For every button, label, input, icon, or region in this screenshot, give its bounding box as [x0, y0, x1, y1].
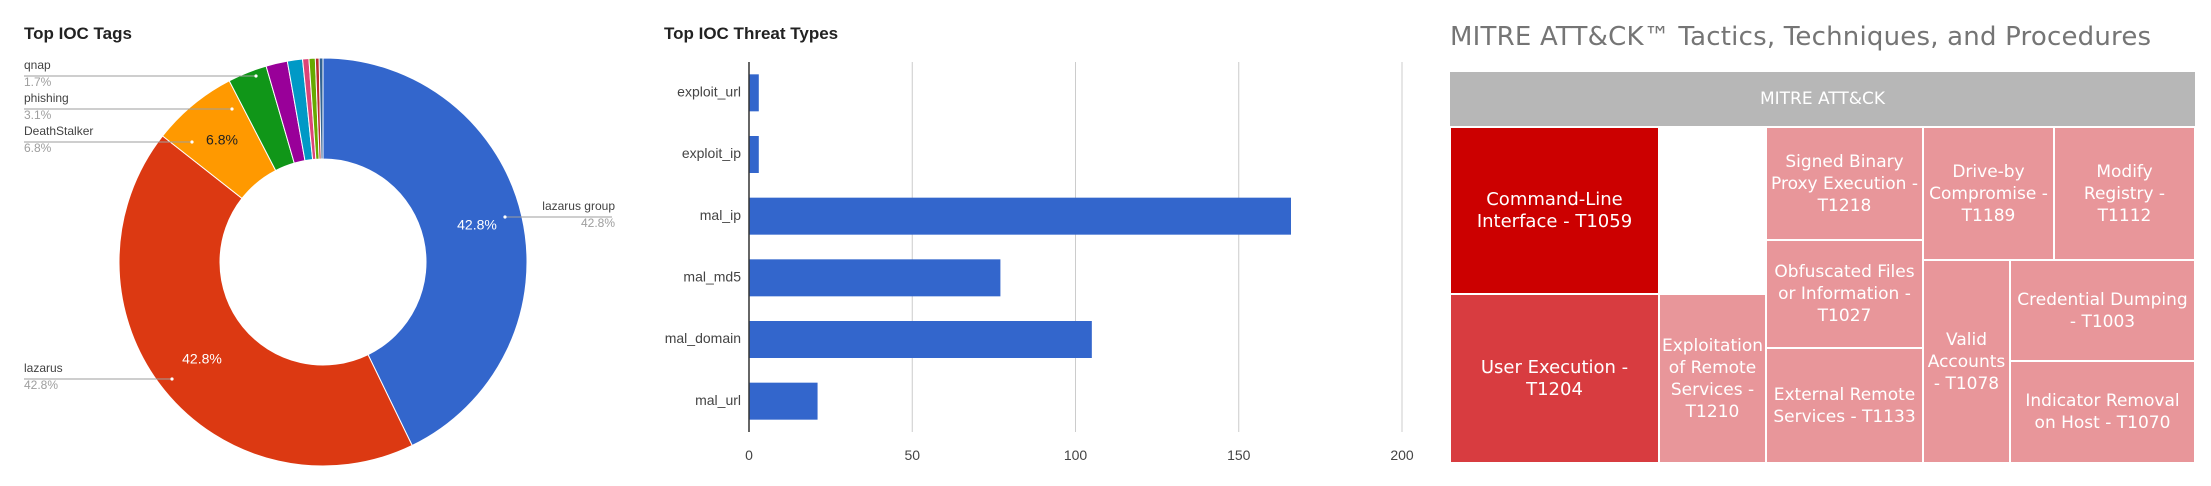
bar-chart: 0 50 100 150 200 exploit_url exploit_ip mal_ipm…: [665, 62, 1414, 463]
treemap-cell-label: Signed Binary Proxy Execution - T1218: [1771, 151, 1918, 216]
treemap-cell-t1070[interactable]: Indicator Removal on Host - T1070: [2010, 361, 2195, 463]
treemap-cell-t1204[interactable]: User Execution - T1204: [1450, 294, 1659, 463]
treemap-cell-t1133[interactable]: External Remote Services - T1133: [1766, 348, 1923, 463]
donut-slice-value-label: 42.8%: [457, 217, 497, 233]
bar-mal_ip[interactable]: [749, 197, 1291, 235]
mitre-attack-panel: MITRE ATT&CK™ Tactics, Techniques, and P…: [1440, 0, 2211, 486]
treemap-cell-t1112[interactable]: Modify Registry - T1112: [2054, 127, 2195, 260]
donut-slice[interactable]: [118, 135, 413, 467]
treemap-cell-t1078[interactable]: Valid Accounts - T1078: [1923, 260, 2010, 463]
donut-legend-label: qnap: [24, 58, 51, 72]
donut-legend-percent: 42.8%: [24, 378, 58, 392]
donut-leader-dot: [503, 215, 507, 219]
mitre-treemap-header[interactable]: MITRE ATT&CK: [1450, 72, 2195, 126]
bar-chart-title: Top IOC Threat Types: [664, 24, 839, 43]
top-ioc-threat-types-panel: Top IOC Threat Types 0 50 100 150 200 exploit…: [650, 0, 1440, 486]
bar-mal_url[interactable]: [749, 382, 818, 420]
bar-x-tick-label: 0: [745, 447, 753, 463]
donut-slice[interactable]: [322, 57, 528, 447]
treemap-cell-t1189[interactable]: Drive-by Compromise - T1189: [1923, 127, 2054, 260]
treemap-cell-label: Indicator Removal on Host - T1070: [2025, 391, 2180, 433]
treemap-cell-t1027[interactable]: Obfuscated Files or Information - T1027: [1766, 240, 1923, 348]
treemap-cell-label: User Execution - T1204: [1480, 356, 1629, 400]
donut-title: Top IOC Tags: [24, 24, 132, 43]
bar-category-label: exploit_url: [677, 84, 741, 100]
donut-leader-dot: [230, 107, 234, 111]
treemap-cell-label: Credential Dumping - T1003: [2017, 289, 2188, 332]
donut-leader-dot: [254, 74, 258, 78]
treemap-cell-label: Valid Accounts - T1078: [1927, 329, 2006, 394]
donut-legend-percent: 3.1%: [24, 108, 52, 122]
treemap-cell-label: Drive-by Compromise - T1189: [1929, 161, 2048, 226]
treemap-cell-t1218[interactable]: Signed Binary Proxy Execution - T1218: [1766, 127, 1923, 240]
donut-leader-dot: [170, 377, 174, 381]
bar-mal_domain[interactable]: [749, 321, 1092, 358]
donut-chart: 42.8% 42.8% 6.8% lazarus group 42.8% lazarus 4…: [24, 57, 615, 467]
bar-x-tick-label: 50: [904, 447, 920, 463]
donut-legend-percent: 42.8%: [581, 216, 615, 230]
donut-legend-percent: 1.7%: [24, 75, 52, 89]
bar-category-label: mal_ip: [700, 207, 741, 223]
treemap-cell-label: Modify Registry - T1112: [2083, 161, 2166, 226]
bar-x-tick-label: 100: [1064, 447, 1088, 463]
donut-slice-value-label: 6.8%: [206, 132, 238, 148]
mitre-title: MITRE ATT&CK™ Tactics, Techniques, and P…: [1450, 22, 2152, 52]
treemap-cell-label: Obfuscated Files or Information - T1027: [1774, 262, 1915, 326]
treemap-cell-label: External Remote Services - T1133: [1773, 384, 1916, 427]
donut-legend-label: lazarus group: [542, 199, 615, 213]
bar-category-label: mal_url: [695, 392, 741, 408]
bar-category-label: exploit_ip: [682, 145, 741, 161]
donut-slice[interactable]: [318, 57, 324, 160]
top-ioc-tags-panel: Top IOC Tags 42.8% 42.8% 6.8% lazarus group…: [0, 0, 640, 486]
treemap-cell-t1003[interactable]: Credential Dumping - T1003: [2010, 260, 2195, 361]
treemap-cell-label: Command-Line Interface - T1059: [1476, 188, 1633, 232]
treemap-cell-t1210[interactable]: Exploitation of Remote Services - T1210: [1659, 294, 1766, 463]
donut-legend-label: DeathStalker: [24, 124, 93, 138]
treemap-cell-t1059[interactable]: Command-Line Interface - T1059: [1450, 127, 1659, 294]
donut-leader-dot: [190, 140, 194, 144]
treemap-cell-label: Exploitation of Remote Services - T1210: [1661, 335, 1764, 422]
donut-legend-percent: 6.8%: [24, 141, 52, 155]
bar-exploit_ip[interactable]: [749, 136, 759, 173]
bar-x-tick-label: 200: [1390, 447, 1414, 463]
bar-category-label: mal_domain: [665, 330, 741, 346]
bar-exploit_url[interactable]: [749, 74, 759, 112]
donut-slice-value-label: 42.8%: [182, 351, 222, 367]
bar-category-label: mal_md5: [683, 269, 741, 285]
donut-legend-label: phishing: [24, 91, 69, 105]
bar-mal_md5[interactable]: [749, 259, 1001, 297]
bar-x-tick-label: 150: [1227, 447, 1251, 463]
donut-legend-label: lazarus: [24, 361, 63, 375]
